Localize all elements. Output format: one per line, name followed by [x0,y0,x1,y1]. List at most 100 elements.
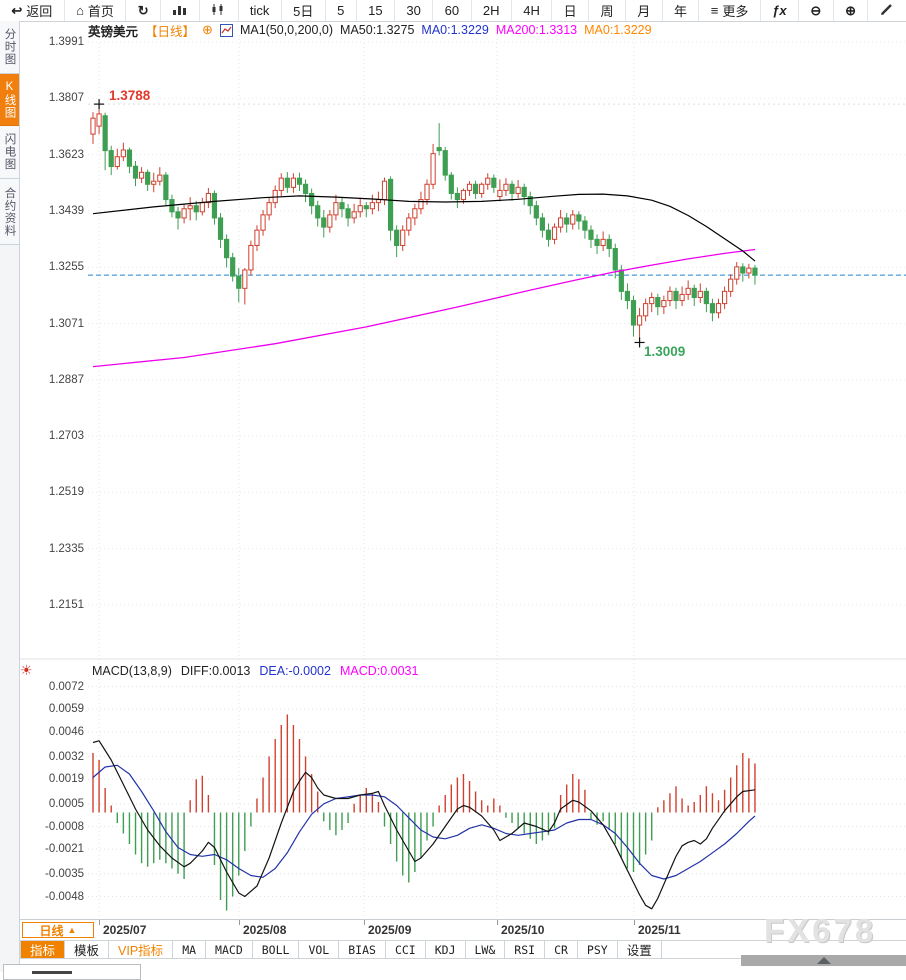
interval-5m-button[interactable]: 5 [326,0,357,21]
sun-icon[interactable]: ☀ [20,662,33,678]
more-button-label: 更多 [722,4,749,19]
macd-axis-label: 0.0059 [48,703,84,716]
macd-axis-label: 0.0046 [48,726,84,738]
interval-week-button-label: 周 [600,4,614,19]
tab-kdj[interactable]: KDJ [426,941,466,958]
interval-4h-button[interactable]: 4H [512,0,553,21]
tab-vol[interactable]: VOL [299,941,340,958]
zoom-in-button[interactable]: ⊕ [834,0,869,21]
zoom-in-icon: ⊕ [845,3,856,18]
chart-header: 英镑美元 【日线】 ⊕ MA1(50,0,200,0) MA50:1.3275 … [88,22,652,39]
interval-15m-button-label: 15 [368,3,383,18]
tab-settings[interactable]: 设置 [618,941,662,958]
price-axis-label: 1.3071 [48,317,84,330]
interval-year-button[interactable]: 年 [663,0,700,21]
sidebar-item-contract-info[interactable]: 合约资料 [0,179,19,245]
period-selector[interactable]: 日线 ▲ [22,922,94,938]
price-axis-label: 1.2335 [48,542,84,555]
refresh-icon: ↻ [137,3,149,18]
macd-axis-label: 0.0032 [48,750,84,763]
zoom-out-icon: ⊖ [810,3,822,18]
ma0-secondary-value-label: MA0:1.3229 [584,23,652,37]
month-tick [364,920,365,925]
fx-icon: ƒx [772,3,787,18]
refresh-button[interactable]: ↻ [126,0,161,21]
symbol-name: 英镑美元 [88,24,139,39]
macd-axis-label: 0.0072 [48,680,84,693]
tab-boll[interactable]: BOLL [253,941,300,958]
tab-templates[interactable]: 模板 [65,941,110,958]
price-axis-label: 1.3255 [48,261,84,274]
month-label: 2025/09 [368,923,412,937]
interval-2h-button[interactable]: 2H [472,0,512,21]
line-chart-button[interactable] [161,0,200,21]
interval-tick-button-label: tick [249,3,270,18]
sidebar-item-kline-chart[interactable]: K线图 [0,74,19,126]
macd-axis-label: -0.0008 [44,820,84,833]
interval-5d-button[interactable]: 5日 [282,0,326,21]
sidebar-item-time-chart[interactable]: 分时图 [0,21,19,74]
tab-macd[interactable]: MACD [206,941,253,958]
ma-params-label: MA1(50,0,200,0) [239,23,334,37]
collapse-arrow-icon [817,957,831,964]
candlestick-icon [211,3,226,18]
add-favorite-icon[interactable]: ⊕ [202,22,213,37]
x-axis-strip: 日线 ▲ 2025/07 2025/08 2025/09 2025/10 2025/11 [20,919,906,941]
tab-bias[interactable]: BIAS [339,941,386,958]
ma-chart-icon [219,23,233,37]
home-button[interactable]: ⌂ 首页 [65,0,127,21]
bar-chart-icon [172,3,187,18]
macd-value-label: MACD:0.0031 [339,664,419,678]
month-tick [497,920,498,925]
ma50-value-label: MA50:1.3275 [340,23,415,37]
interval-week-button[interactable]: 周 [589,0,626,21]
interval-30m-button[interactable]: 30 [395,0,434,21]
home-icon: ⌂ [76,3,84,18]
tab-cci[interactable]: CCI [386,941,426,958]
sidebar-item-lightning-chart[interactable]: 闪电图 [0,126,19,179]
interval-tick-button[interactable]: tick [239,0,282,21]
chevron-up-icon: ▲ [67,925,77,935]
macd-axis-label: 0.0019 [48,773,84,786]
interval-month-button[interactable]: 月 [626,0,663,21]
zoom-out-button[interactable]: ⊖ [799,0,834,21]
indicator-fx-button[interactable]: ƒx [761,0,800,21]
interval-2h-button-label: 2H [482,3,500,18]
top-toolbar: ↩ 返回 ⌂ 首页 ↻ tick 5日 5 15 30 60 2H 4H 日 周 月 年 ≡ 更多 ƒx ⊖ ⊕ [0,0,906,22]
ma0-primary-value-label: MA0:1.3229 [421,23,489,37]
month-tick [99,920,100,925]
interval-day-button-label: 日 [563,4,577,19]
macd-axis-label: -0.0021 [44,843,84,856]
tab-lw[interactable]: LW& [466,941,506,958]
interval-5m-button-label: 5 [337,3,345,18]
price-axis-label: 1.3807 [48,92,84,105]
menu-icon: ≡ [710,3,719,18]
interval-month-button-label: 月 [637,4,651,19]
price-axis-label: 1.3623 [48,148,84,161]
interval-60m-button[interactable]: 60 [433,0,472,21]
tab-psy[interactable]: PSY [578,941,618,958]
more-button[interactable]: ≡ 更多 [699,0,761,21]
price-axis-label: 1.2519 [48,486,84,499]
candlestick-button[interactable] [200,0,239,21]
back-button[interactable]: ↩ 返回 [0,0,65,21]
partial-bottom-panel [3,964,141,980]
price-axis-label: 1.2151 [48,599,84,611]
tab-vip-indicators[interactable]: VIP指标 [109,941,174,958]
month-label: 2025/08 [243,923,287,937]
interval-15m-button[interactable]: 15 [357,0,396,21]
interval-day-button[interactable]: 日 [552,0,590,21]
price-axis-label: 1.3439 [48,204,84,217]
tab-rsi[interactable]: RSI [505,941,546,958]
period-tag: 【日线】 [145,24,196,39]
pencil-icon [880,3,895,18]
month-label: 2025/07 [103,923,147,937]
interval-30m-button-label: 30 [406,3,421,18]
tab-indicators[interactable]: 指标 [20,941,66,958]
interval-year-button-label: 年 [674,4,688,19]
tab-ma[interactable]: MA [173,941,207,958]
tab-cr[interactable]: CR [545,941,578,958]
panel-collapse-handle[interactable] [741,955,906,966]
draw-button[interactable] [868,0,906,21]
partial-text-fragment [32,971,72,974]
